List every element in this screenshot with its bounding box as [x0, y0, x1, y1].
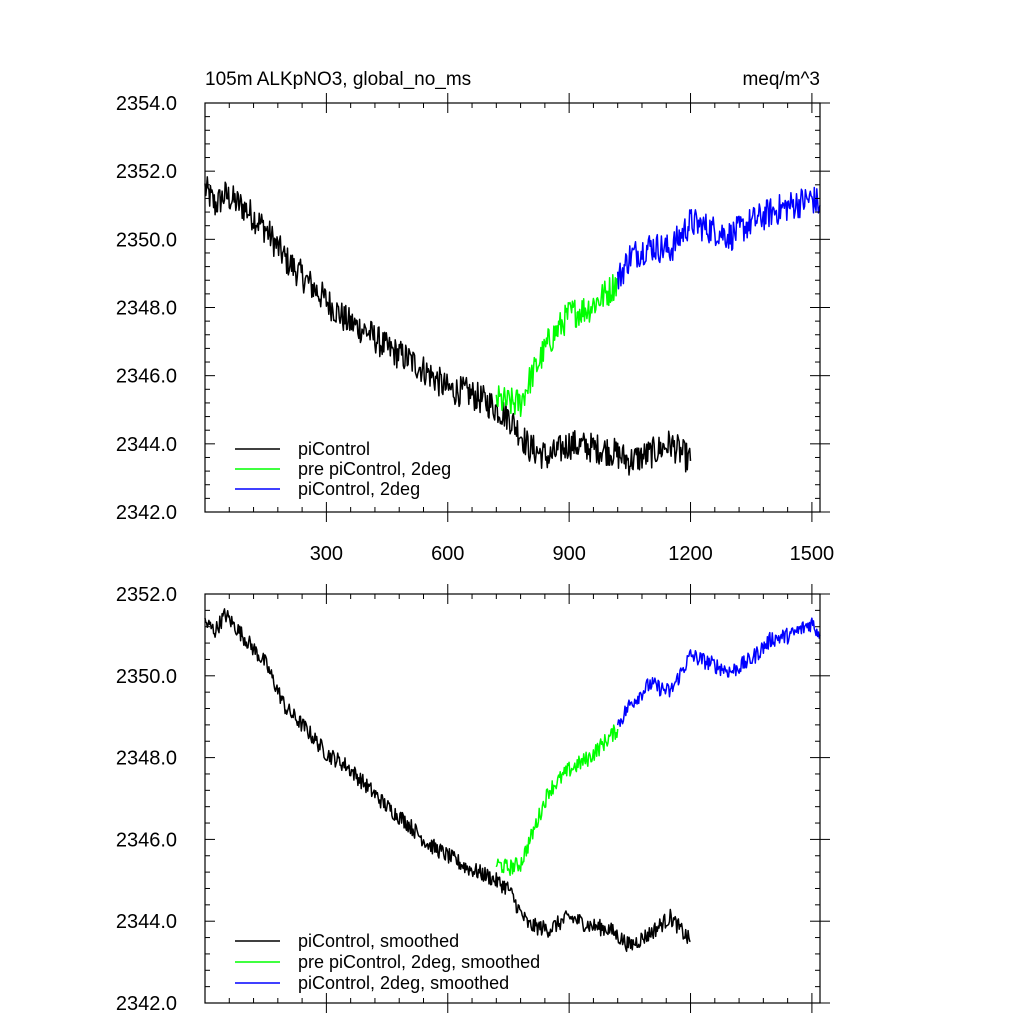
series-line-0 — [204, 608, 691, 953]
x-tick-label: 600 — [431, 543, 464, 565]
legend-label: piControl, smoothed — [298, 931, 459, 951]
series-line-2 — [616, 186, 821, 290]
legend-label: piControl — [298, 439, 370, 459]
legend-label: pre piControl, 2deg — [298, 459, 451, 479]
x-tick-label: 300 — [310, 543, 343, 565]
y-tick-label: 2352.0 — [116, 161, 177, 183]
series-line-2 — [616, 617, 821, 728]
legend-label: pre piControl, 2deg, smoothed — [298, 952, 540, 972]
bottom-panel: 2342.0 2344.0 2346.0 2348.0 2350.0 2352.0 piC… — [116, 584, 830, 1015]
series-layer — [204, 608, 821, 953]
legend-label: piControl, 2deg, smoothed — [298, 973, 509, 993]
y-tick-label: 2354.0 — [116, 93, 177, 115]
y-tick-label: 2350.0 — [116, 666, 177, 688]
series-layer — [204, 176, 821, 476]
y-tick-label: 2352.0 — [116, 584, 177, 606]
y-tick-label: 2342.0 — [116, 502, 177, 524]
y-tick-label: 2342.0 — [116, 993, 177, 1015]
top-panel: 105m ALKpNO3, global_no_ms meq/m^3 300 60… — [116, 69, 834, 565]
y-tick-label: 2344.0 — [116, 911, 177, 933]
y-tick-label: 2348.0 — [116, 748, 177, 770]
series-line-0 — [204, 176, 692, 476]
y-tick-label: 2346.0 — [116, 366, 177, 388]
plot-frame — [204, 593, 821, 1004]
y-tick-label: 2348.0 — [116, 298, 177, 320]
x-tick-label: 900 — [552, 543, 585, 565]
chart-title: 105m ALKpNO3, global_no_ms — [205, 69, 471, 90]
y-tick-label: 2346.0 — [116, 829, 177, 851]
x-tick-label: 1500 — [790, 543, 835, 565]
x-tick-label: 1200 — [668, 543, 713, 565]
units-label: meq/m^3 — [742, 69, 820, 90]
axis-ticks: 2342.0 2344.0 2346.0 2348.0 2350.0 2352.0 — [116, 584, 830, 1015]
series-line-1 — [495, 724, 619, 877]
legend-label: piControl, 2deg — [298, 479, 420, 499]
y-tick-label: 2350.0 — [116, 229, 177, 251]
y-tick-label: 2344.0 — [116, 434, 177, 456]
series-line-1 — [495, 273, 619, 418]
axis-ticks: 300 600 900 1200 1500 2342.0 2344.0 2346.0 2348.… — [116, 93, 834, 565]
